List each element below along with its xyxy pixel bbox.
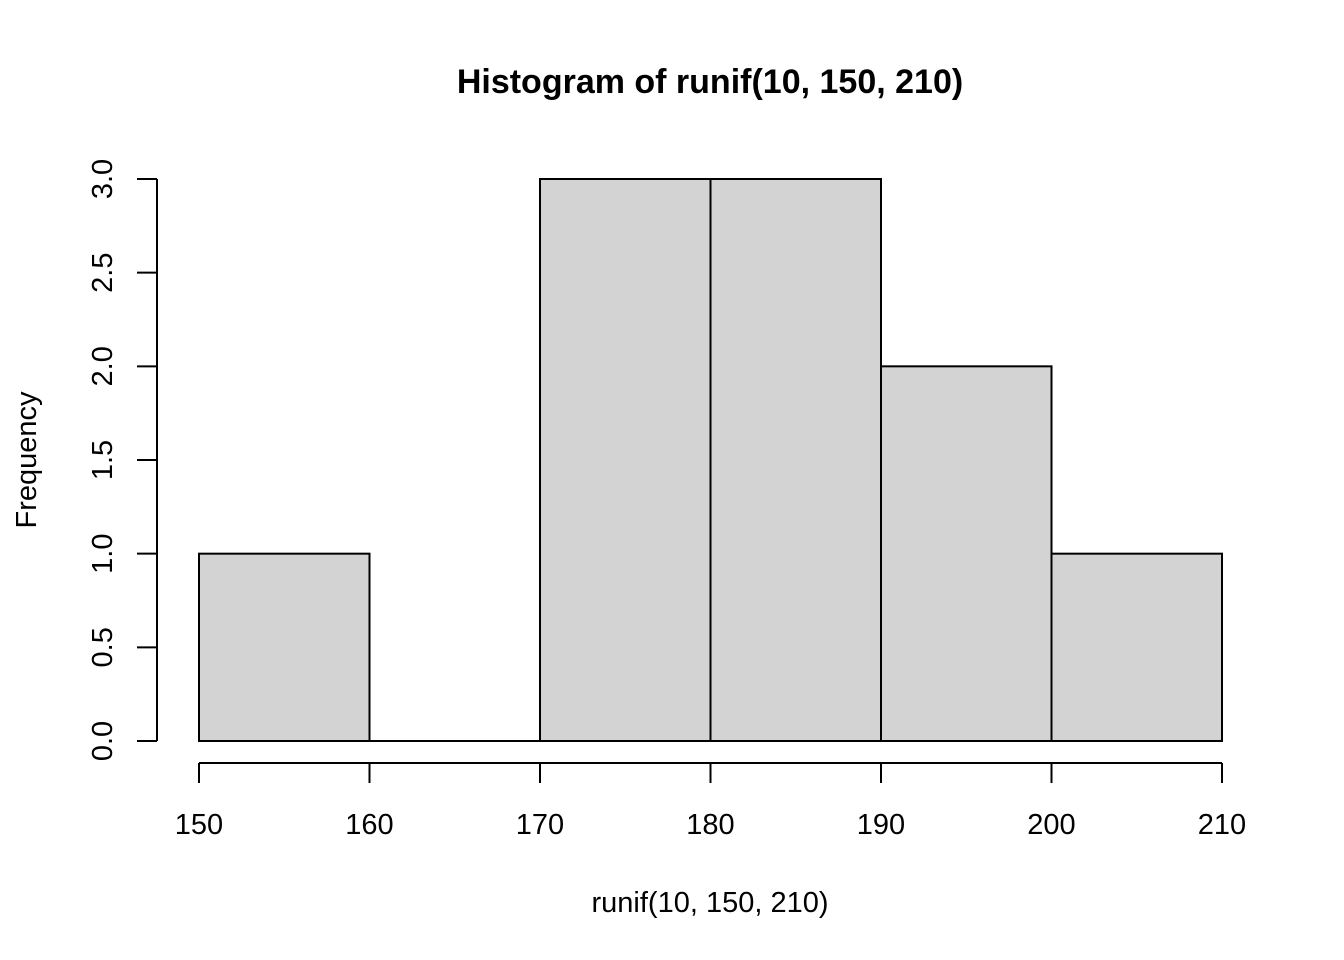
bars-group bbox=[198, 178, 1223, 743]
histogram-bar-4 bbox=[880, 365, 1053, 742]
x-tick-label: 170 bbox=[516, 809, 564, 841]
chart-title: Histogram of runif(10, 150, 210) bbox=[457, 63, 963, 101]
y-tick-label: 1.5 bbox=[87, 440, 119, 480]
histogram-bar-5 bbox=[1050, 552, 1223, 743]
x-tick-label: 160 bbox=[345, 809, 393, 841]
y-tick-label: 3.0 bbox=[87, 159, 119, 199]
y-tick-label: 1.0 bbox=[87, 534, 119, 574]
x-tick-label: 200 bbox=[1027, 809, 1075, 841]
y-tick-label: 0.0 bbox=[87, 721, 119, 761]
x-axis: 150 160 170 180 190 200 210 bbox=[175, 762, 1246, 841]
x-axis-label: runif(10, 150, 210) bbox=[592, 887, 829, 919]
y-tick-label: 0.5 bbox=[87, 627, 119, 667]
histogram-bar-2 bbox=[539, 178, 712, 742]
x-tick-label: 150 bbox=[175, 809, 223, 841]
y-axis: 0.0 0.5 1.0 1.5 2.0 2.5 3.0 bbox=[87, 159, 158, 761]
x-tick-label: 180 bbox=[686, 809, 734, 841]
histogram-bar-3 bbox=[709, 178, 882, 742]
y-tick-label: 2.0 bbox=[87, 346, 119, 386]
y-axis-label: Frequency bbox=[11, 391, 43, 529]
x-tick-label: 210 bbox=[1198, 809, 1246, 841]
y-tick-label: 2.5 bbox=[87, 253, 119, 293]
histogram-bar-0 bbox=[198, 552, 371, 743]
x-tick-label: 190 bbox=[857, 809, 905, 841]
